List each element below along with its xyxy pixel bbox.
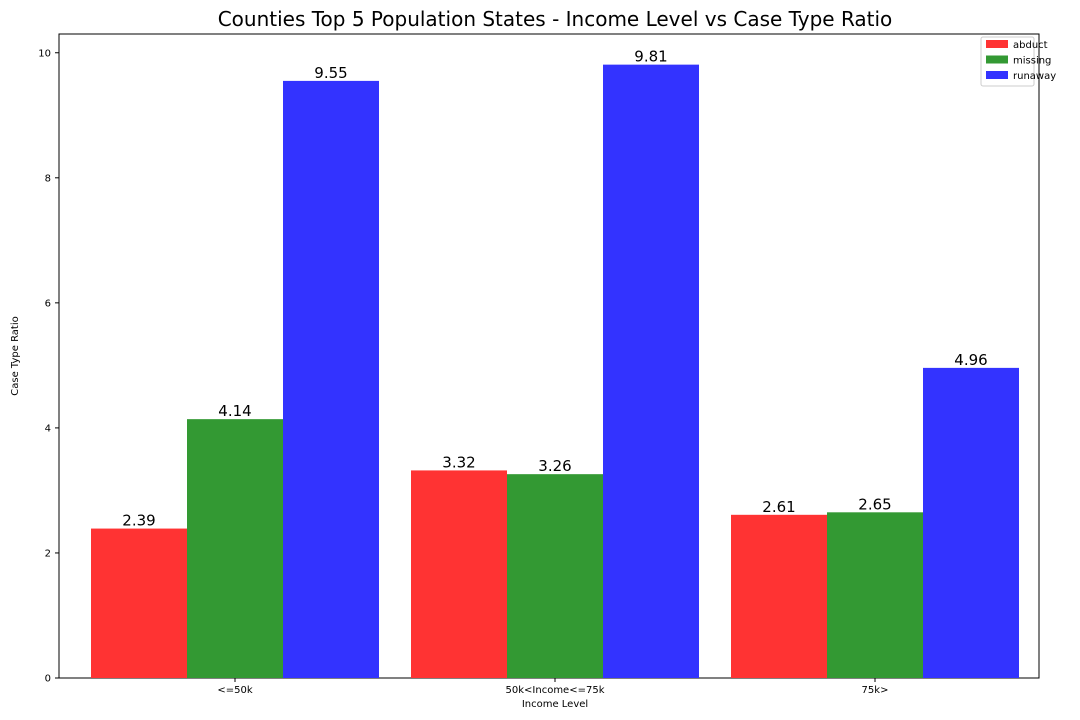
x-axis: <=50k 50k<Income<=75k 75k> bbox=[217, 678, 888, 696]
y-tick-label-0: 0 bbox=[45, 674, 51, 685]
bar-runaway-2 bbox=[923, 367, 1019, 678]
legend-swatch-runaway bbox=[986, 71, 1008, 79]
y-tick-label-2: 4 bbox=[45, 423, 51, 434]
data-label-missing-2: 2.65 bbox=[858, 495, 891, 513]
x-tick-label-0: <=50k bbox=[217, 685, 252, 696]
legend-label-runaway: runaway bbox=[1013, 71, 1056, 82]
bar-runaway-1 bbox=[603, 64, 699, 678]
x-tick-label-2: 75k> bbox=[862, 685, 889, 696]
legend-swatch-missing bbox=[986, 55, 1008, 64]
y-axis: 0 2 4 6 8 10 bbox=[38, 48, 59, 685]
data-label-missing-0: 4.14 bbox=[218, 402, 251, 420]
data-label-abduct-1: 3.32 bbox=[442, 453, 475, 471]
legend: abduct missing runaway bbox=[980, 36, 1056, 87]
plot-area: 2.39 4.14 9.55 3.32 3.26 9.81 2.61 2.65 4.96 0 2 4… bbox=[38, 33, 1040, 696]
bar-missing-1 bbox=[507, 474, 603, 678]
legend-label-missing: missing bbox=[1013, 56, 1051, 67]
bar-abduct-1 bbox=[411, 470, 507, 678]
bar-missing-2 bbox=[827, 512, 923, 678]
bar-missing-0 bbox=[187, 419, 283, 678]
y-tick-label-3: 6 bbox=[45, 298, 51, 309]
chart-title: Counties Top 5 Population States - Incom… bbox=[218, 7, 893, 31]
legend-swatch-abduct bbox=[986, 40, 1008, 48]
x-tick-label-1: 50k<Income<=75k bbox=[506, 685, 605, 696]
data-label-abduct-0: 2.39 bbox=[122, 512, 155, 530]
x-axis-label: Income Level bbox=[522, 699, 588, 710]
data-label-runaway-2: 4.96 bbox=[954, 351, 987, 369]
legend-label-abduct: abduct bbox=[1013, 40, 1048, 51]
bar-runaway-0 bbox=[283, 80, 379, 679]
data-label-runaway-1: 9.81 bbox=[634, 48, 667, 66]
bar-abduct-0 bbox=[91, 528, 187, 678]
y-tick-label-1: 2 bbox=[45, 548, 51, 559]
data-labels-group: 2.39 4.14 9.55 3.32 3.26 9.81 2.61 2.65 4.96 bbox=[122, 48, 987, 530]
bar-abduct-2 bbox=[731, 514, 827, 678]
bars-group bbox=[91, 64, 1019, 679]
data-label-abduct-2: 2.61 bbox=[762, 498, 795, 516]
data-label-runaway-0: 9.55 bbox=[314, 64, 347, 82]
y-tick-label-5: 10 bbox=[38, 48, 51, 59]
y-tick-label-4: 8 bbox=[45, 173, 51, 184]
data-label-missing-1: 3.26 bbox=[538, 457, 571, 475]
y-axis-label: Case Type Ratio bbox=[10, 316, 21, 395]
